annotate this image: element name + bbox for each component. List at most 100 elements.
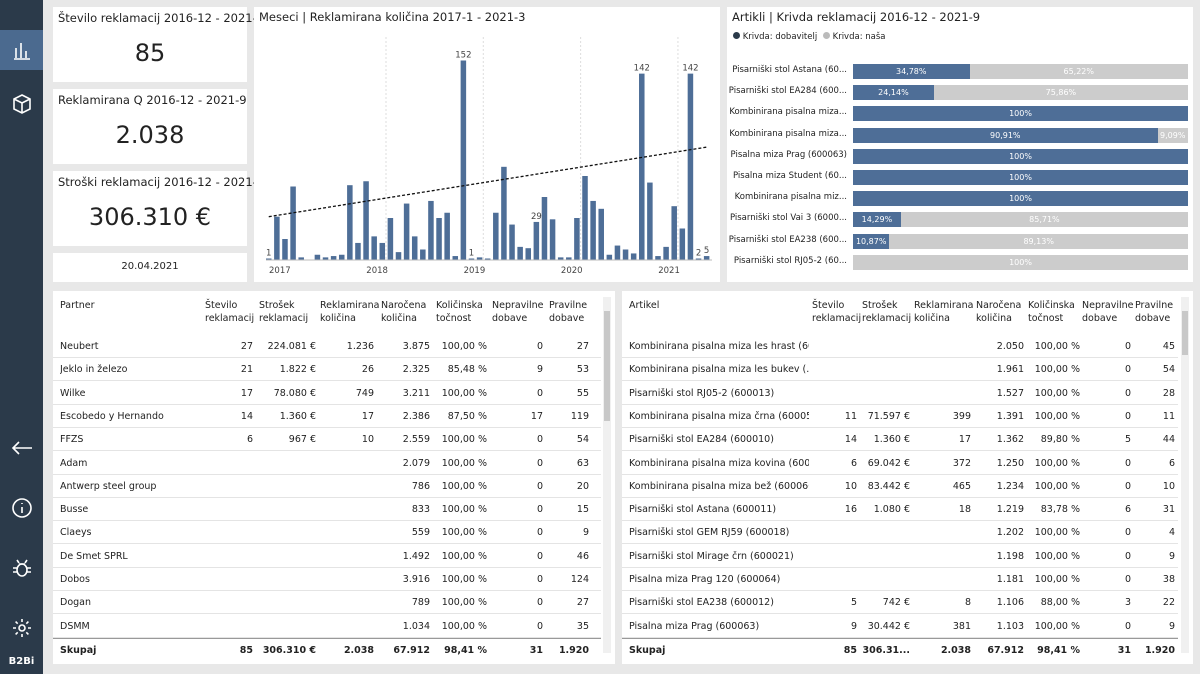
month-bar[interactable] (411, 236, 418, 260)
table-row[interactable]: Antwerp steel group 786 100,00 % 0 20 (53, 475, 601, 498)
month-bar[interactable] (639, 73, 645, 260)
column-header[interactable]: Nepravilne dobave (1082, 300, 1134, 324)
month-bar[interactable] (282, 239, 288, 260)
month-bar[interactable] (590, 200, 596, 260)
month-bar[interactable] (355, 242, 361, 260)
month-bar[interactable] (444, 212, 450, 260)
month-bar[interactable] (703, 256, 710, 260)
column-header[interactable]: Število reklamacij (812, 300, 862, 324)
month-bar[interactable] (379, 242, 386, 260)
month-bar[interactable] (493, 212, 499, 260)
month-bar[interactable] (460, 60, 467, 261)
month-bar[interactable] (476, 257, 483, 260)
table-row[interactable]: FFZS 6 967 € 10 2.559 100,00 % 0 54 (53, 428, 601, 452)
month-bar[interactable] (501, 166, 507, 260)
month-bar[interactable] (314, 254, 321, 260)
month-bar[interactable] (655, 256, 661, 260)
month-bar[interactable] (387, 218, 394, 260)
column-header[interactable]: Količinska točnost (436, 300, 483, 324)
month-bar[interactable] (484, 258, 491, 261)
fault-bar-supplier[interactable]: 100% (853, 106, 1188, 122)
fault-bar-ours[interactable]: 100% (853, 254, 1188, 270)
month-bar[interactable] (663, 246, 669, 260)
column-header[interactable]: Naročena količina (381, 300, 427, 324)
partners-scroll-thumb[interactable] (604, 311, 610, 421)
month-bar[interactable] (468, 258, 475, 261)
month-bar[interactable] (274, 216, 280, 260)
fault-bar-supplier[interactable]: 10,87% (853, 233, 890, 249)
partners-scrollbar[interactable] (603, 297, 611, 653)
month-bar[interactable] (622, 249, 629, 261)
table-row[interactable]: Pisarniški stol RJ05-2 (600013) 1.527 100,… (622, 382, 1178, 405)
table-row[interactable]: Pisarniški stol GEM RJ59 (600018) 1.202 10… (622, 521, 1178, 545)
column-header[interactable]: Pravilne dobave (1135, 300, 1174, 324)
column-header[interactable]: Reklamirana količina (914, 300, 974, 324)
bug-icon[interactable] (0, 548, 43, 588)
table-row[interactable]: Kombinirana pisalna miza črna (60005... 1… (622, 405, 1178, 428)
fault-bar-supplier[interactable]: 14,29% (853, 212, 901, 228)
fault-bar-supplier[interactable]: 24,14% (853, 85, 934, 101)
column-header[interactable]: Reklamirana količina (320, 300, 380, 324)
month-bar[interactable] (630, 253, 637, 260)
column-header[interactable]: Partner (60, 300, 95, 311)
info-icon[interactable] (0, 488, 43, 528)
table-row[interactable]: Pisarniški stol EA238 (600012) 5 742 € 8 1.1… (622, 591, 1178, 615)
month-bar[interactable] (582, 176, 588, 260)
table-row[interactable]: Dogan 789 100,00 % 0 27 (53, 591, 601, 615)
table-row[interactable]: Pisalna miza Prag 120 (600064) 1.181 100,0… (622, 568, 1178, 591)
month-bar[interactable] (363, 181, 369, 260)
cube-icon[interactable] (0, 84, 43, 124)
fault-bar-ours[interactable]: 89,13% (889, 233, 1188, 249)
month-bar[interactable] (347, 185, 353, 260)
month-bar[interactable] (298, 257, 304, 260)
back-arrow-icon[interactable] (0, 428, 43, 468)
month-bar[interactable] (338, 254, 345, 260)
month-bar[interactable] (671, 206, 677, 260)
month-bar[interactable] (525, 248, 532, 260)
table-row[interactable]: Pisarniški stol Mirage črn (600021) 1.198… (622, 545, 1178, 568)
column-header[interactable]: Artikel (629, 300, 660, 311)
month-bar[interactable] (687, 73, 694, 260)
month-bar[interactable] (403, 203, 410, 260)
month-bar[interactable] (322, 257, 329, 260)
settings-gear-icon[interactable] (0, 608, 43, 648)
bar-chart-icon[interactable] (0, 30, 43, 70)
fault-bar-supplier[interactable]: 100% (853, 170, 1188, 185)
table-row[interactable]: Kombinirana pisalna miza les bukev (... 1… (622, 358, 1178, 382)
month-bar[interactable] (436, 218, 442, 260)
table-row[interactable]: Kombinirana pisalna miza bež (600060) 10 8… (622, 475, 1178, 498)
table-row[interactable]: Pisarniški stol EA284 (600010) 14 1.360 € 1… (622, 428, 1178, 452)
column-header[interactable]: Število reklamacij (205, 300, 255, 324)
month-bar[interactable] (517, 246, 523, 260)
fault-bar-supplier[interactable]: 90,91% (853, 127, 1158, 143)
month-bar[interactable] (533, 221, 540, 260)
month-bar[interactable] (541, 197, 548, 260)
month-bar[interactable] (679, 228, 686, 261)
table-row[interactable]: DSMM 1.034 100,00 % 0 35 (53, 615, 601, 638)
month-bar[interactable] (695, 258, 702, 261)
month-bar[interactable] (509, 224, 515, 260)
column-header[interactable]: Strošek reklamacij (862, 300, 912, 324)
column-header[interactable]: Količinska točnost (1028, 300, 1075, 324)
table-row[interactable]: Dobos 3.916 100,00 % 0 124 (53, 568, 601, 591)
fault-bar-supplier[interactable]: 100% (853, 191, 1188, 207)
fault-bar-ours[interactable]: 9,09% (1157, 127, 1188, 143)
month-bar[interactable] (290, 186, 296, 261)
table-row[interactable]: Escobedo y Hernando 14 1.360 € 17 2.386 87,50… (53, 405, 601, 428)
month-bar[interactable] (598, 208, 604, 260)
table-row[interactable]: Claeys 559 100,00 % 0 9 (53, 521, 601, 545)
table-row[interactable]: Kombinirana pisalna miza kovina (600... 6… (622, 452, 1178, 475)
column-header[interactable]: Naročena količina (976, 300, 1022, 324)
articles-scrollbar[interactable] (1181, 297, 1189, 653)
table-row[interactable]: Kombinirana pisalna miza les hrast (60..… (622, 335, 1178, 358)
column-header[interactable]: Strošek reklamacij (259, 300, 309, 324)
month-bar[interactable] (566, 257, 572, 260)
month-bar[interactable] (549, 219, 556, 260)
month-bar[interactable] (574, 218, 580, 260)
fault-bar-supplier[interactable]: 100% (853, 148, 1188, 164)
table-row[interactable]: Wilke 17 78.080 € 749 3.211 100,00 % 0 55 (53, 382, 601, 405)
month-bar[interactable] (371, 236, 377, 260)
column-header[interactable]: Nepravilne dobave (492, 300, 544, 324)
fault-bar-ours[interactable]: 65,22% (969, 64, 1188, 79)
month-bar[interactable] (614, 245, 621, 260)
